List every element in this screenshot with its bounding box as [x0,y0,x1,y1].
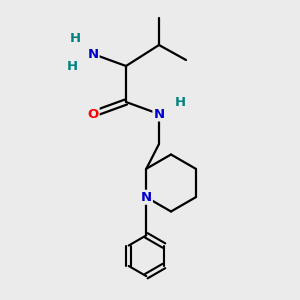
Text: O: O [87,107,99,121]
Text: H: H [174,95,186,109]
Text: N: N [141,191,152,204]
Text: H: H [66,59,78,73]
Text: N: N [153,107,165,121]
Text: N: N [87,47,99,61]
Text: H: H [69,32,81,46]
